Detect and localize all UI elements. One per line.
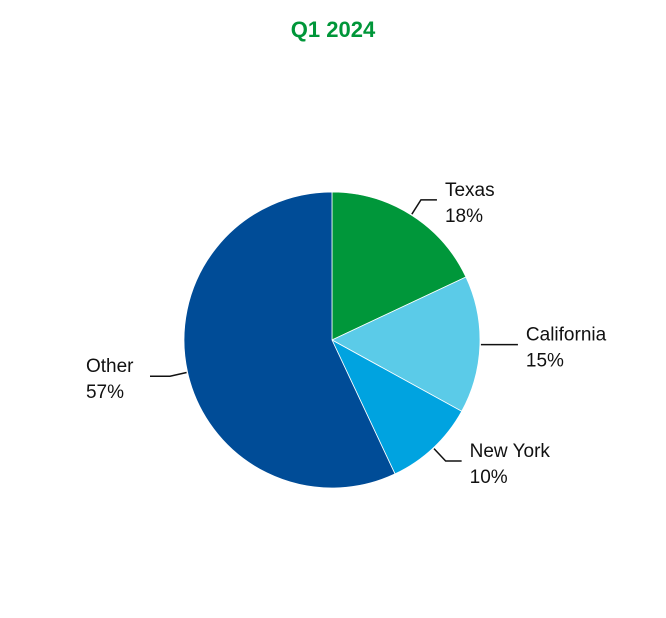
slice-value-label: 10%	[470, 467, 508, 488]
slice-value-label: 57%	[86, 382, 124, 403]
chart-title: Q1 2024	[290, 17, 376, 42]
leader-line	[411, 199, 437, 215]
slice-category-label: Other	[86, 356, 134, 377]
leader-line	[149, 371, 187, 377]
slice-category-label: California	[526, 325, 607, 346]
pie-slice-other	[183, 191, 396, 489]
slice-value-label: 15%	[526, 351, 564, 372]
leader-line	[433, 448, 462, 462]
slice-value-label: 18%	[445, 206, 483, 227]
slice-category-label: Texas	[445, 180, 495, 201]
pie-slice-new-york	[331, 339, 463, 475]
pie-slice-california	[331, 276, 481, 412]
pie-slice-texas	[331, 191, 467, 341]
slice-category-label: New York	[470, 441, 551, 462]
